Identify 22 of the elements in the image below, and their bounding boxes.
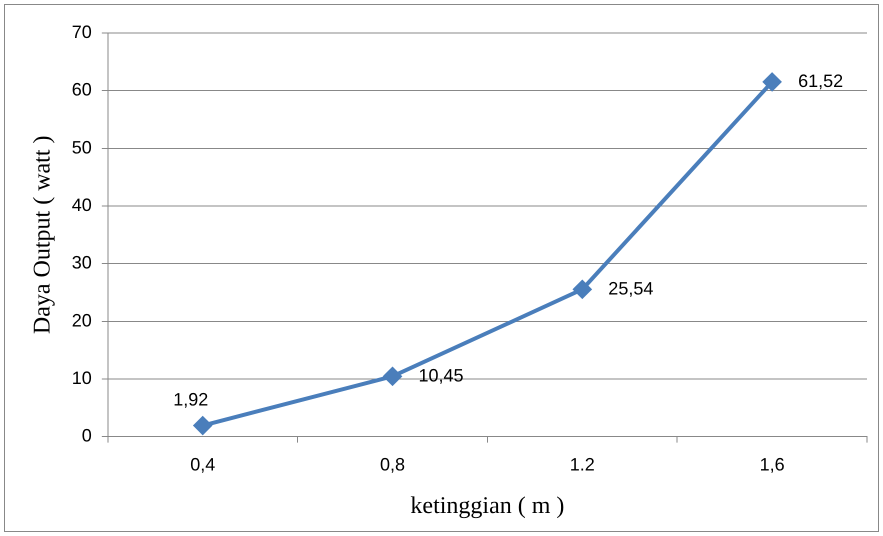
y-tick-label: 30 — [72, 252, 92, 273]
x-tick-label: 0,4 — [190, 454, 216, 474]
y-tick-label: 60 — [72, 80, 92, 100]
x-tick-label: 0,8 — [380, 454, 406, 474]
x-tick-label: 1,6 — [760, 454, 785, 474]
y-tick-label: 50 — [72, 137, 92, 158]
y-tick-label: 20 — [72, 310, 92, 330]
point — [763, 72, 782, 91]
y-tick-label: 40 — [72, 194, 92, 215]
y-tick-label: 70 — [72, 22, 92, 42]
y-tick-label: 0 — [82, 426, 92, 446]
data-label: 61,52 — [798, 70, 844, 91]
x-tick-label: 1.2 — [570, 454, 595, 474]
data-label: 1,92 — [173, 390, 208, 410]
y-axis-title: Daya Output ( watt ) — [30, 135, 56, 334]
data-label: 25,54 — [608, 278, 654, 298]
x-axis-title: ketinggian ( m ) — [410, 492, 564, 519]
y-tick-label: 10 — [72, 368, 92, 388]
point — [384, 367, 402, 386]
point — [194, 416, 212, 435]
data-label: 10,45 — [418, 365, 464, 386]
point — [573, 280, 592, 298]
